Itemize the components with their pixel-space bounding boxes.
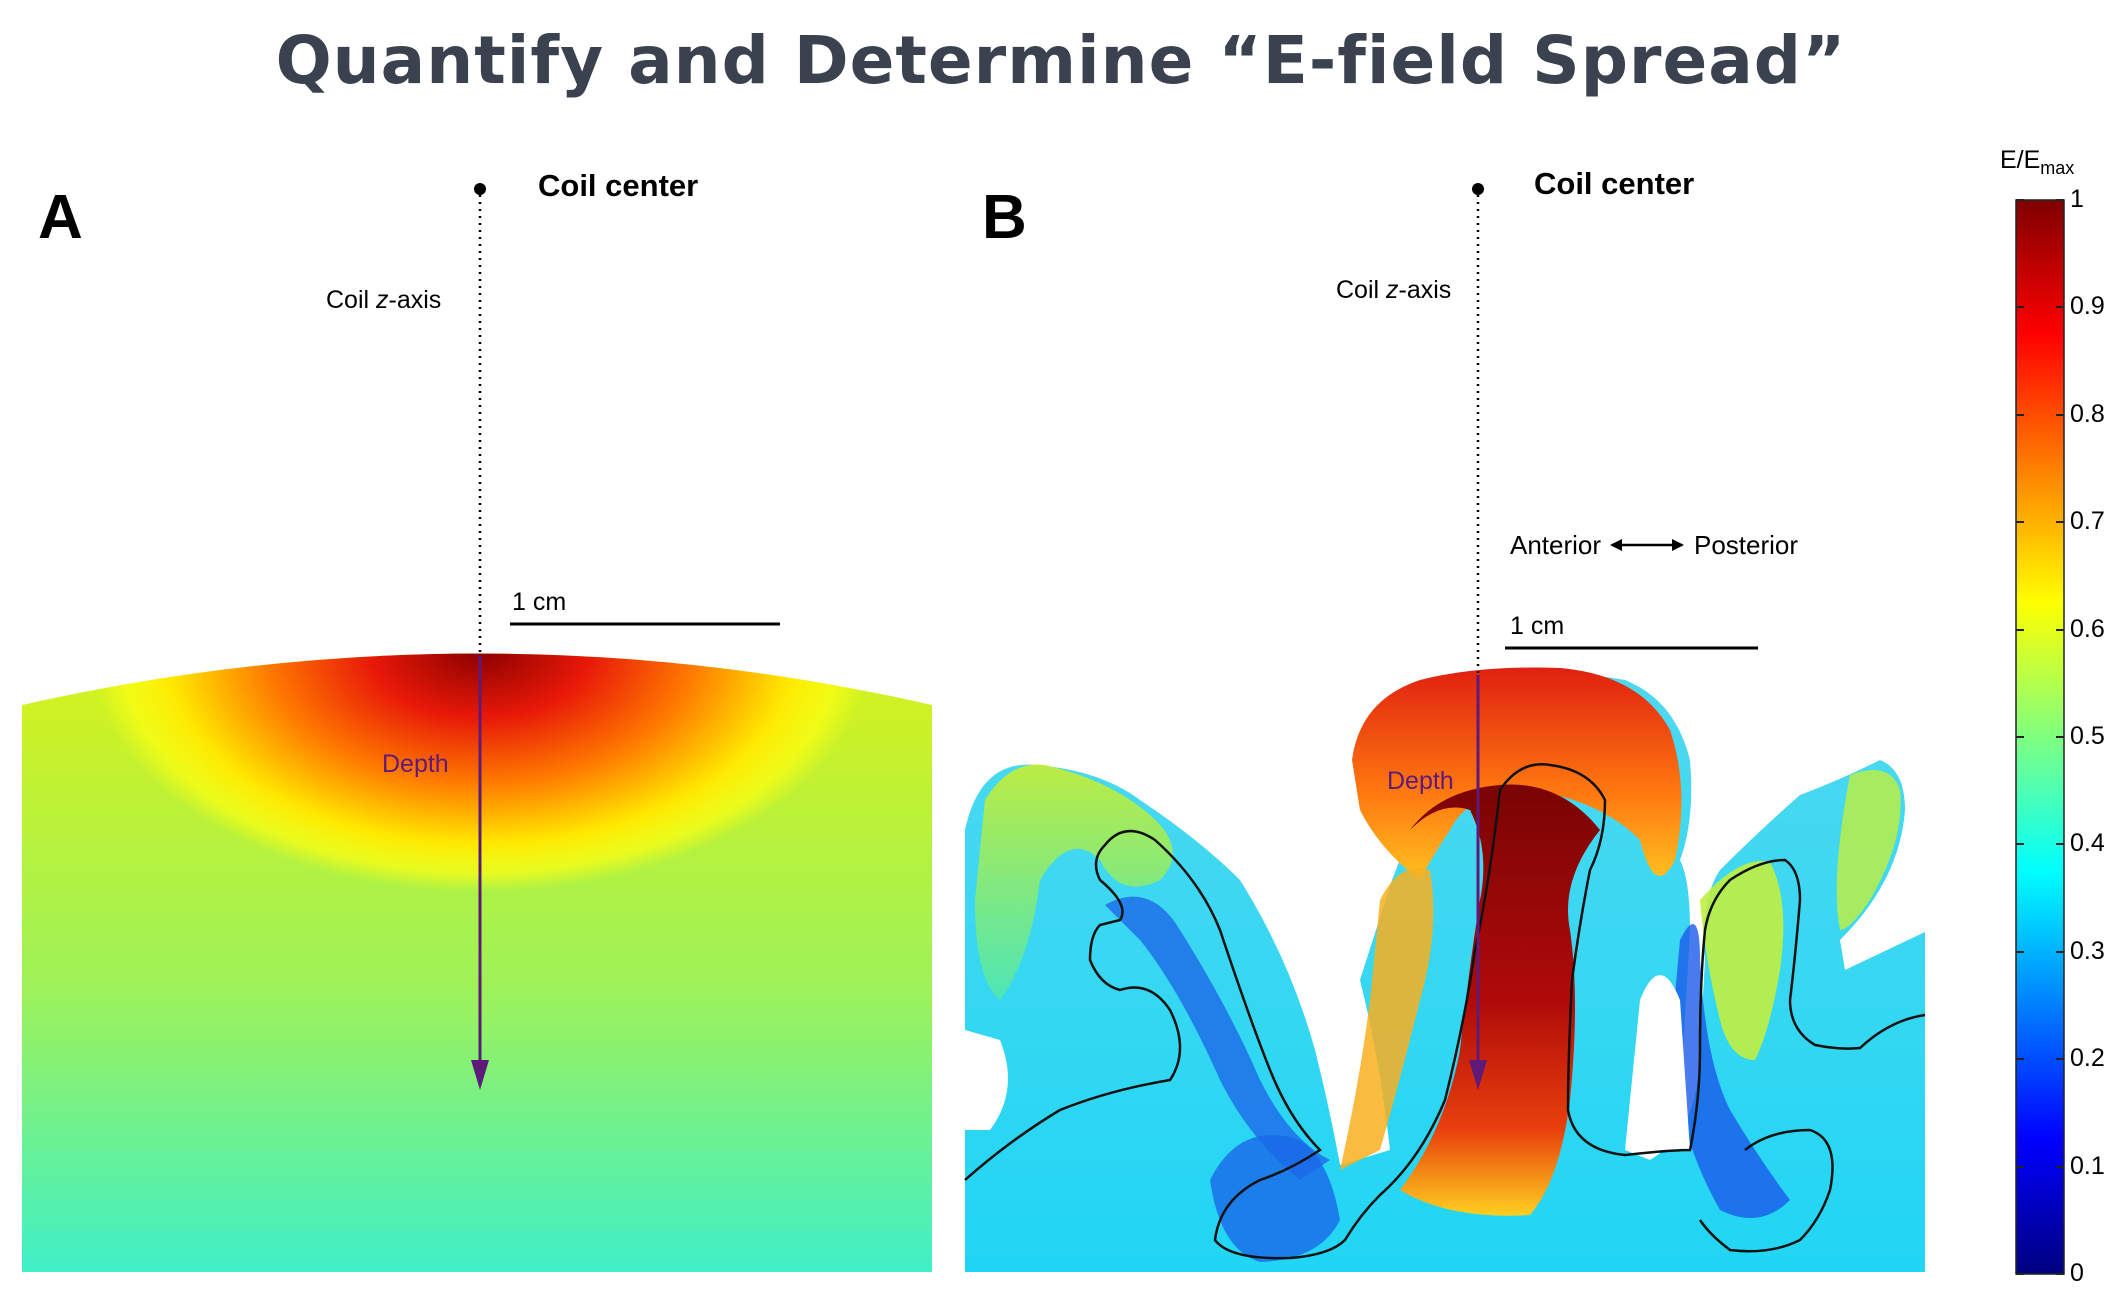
panel-a-depth-label: Depth — [382, 750, 449, 778]
colorbar-tick-label: 0.1 — [2070, 1151, 2105, 1180]
panel-b-depth-arrow — [1469, 675, 1487, 1090]
colorbar-tick-label: 0.8 — [2070, 399, 2105, 428]
colorbar-tick-label: 0.2 — [2070, 1044, 2105, 1073]
panel-b-coil-axis-label: Coil z-axis — [1336, 276, 1452, 304]
posterior-label: Posterior — [1694, 530, 1799, 560]
colorbar-tick-label: 0.3 — [2070, 936, 2105, 965]
colorbar-title: E/Emax — [2000, 146, 2075, 178]
colorbar-tick-label: 1 — [2070, 185, 2084, 213]
panel-b-scale-label: 1 cm — [1510, 612, 1565, 640]
colorbar-tick-label: 0.7 — [2070, 507, 2105, 536]
panel-a-depth-arrow — [471, 655, 489, 1090]
panel-a-letter: A — [38, 183, 83, 252]
anterior-posterior-arrow — [1610, 539, 1684, 551]
panel-b-letter: B — [982, 183, 1027, 252]
colorbar-tick-label: 0.6 — [2070, 614, 2105, 643]
panel-a-coil-center-label: Coil center — [538, 168, 699, 203]
page-title: Quantify and Determine “E-field Spread” — [275, 22, 1847, 99]
panel-a-coil-center-dot — [474, 183, 486, 195]
colorbar — [2015, 199, 2065, 1275]
colorbar-tick-label: 0.4 — [2070, 829, 2105, 858]
panel-b-depth-label: Depth — [1387, 767, 1454, 795]
colorbar-tick-label: 0.5 — [2070, 722, 2105, 750]
panel-b-field-map — [964, 667, 1926, 1272]
colorbar-tick-label: 0.9 — [2070, 292, 2105, 321]
panel-b-coil-center-label: Coil center — [1534, 166, 1695, 201]
panel-a-coil-axis-label: Coil z-axis — [326, 286, 442, 314]
colorbar-tick-label: 0 — [2070, 1259, 2084, 1287]
colorbar-ticks — [2016, 199, 2064, 1275]
anterior-label: Anterior — [1510, 530, 1602, 560]
panel-b-coil-center-dot — [1472, 183, 1484, 195]
panel-a-scale-label: 1 cm — [512, 588, 567, 616]
panel-a-field-map — [22, 653, 932, 1272]
